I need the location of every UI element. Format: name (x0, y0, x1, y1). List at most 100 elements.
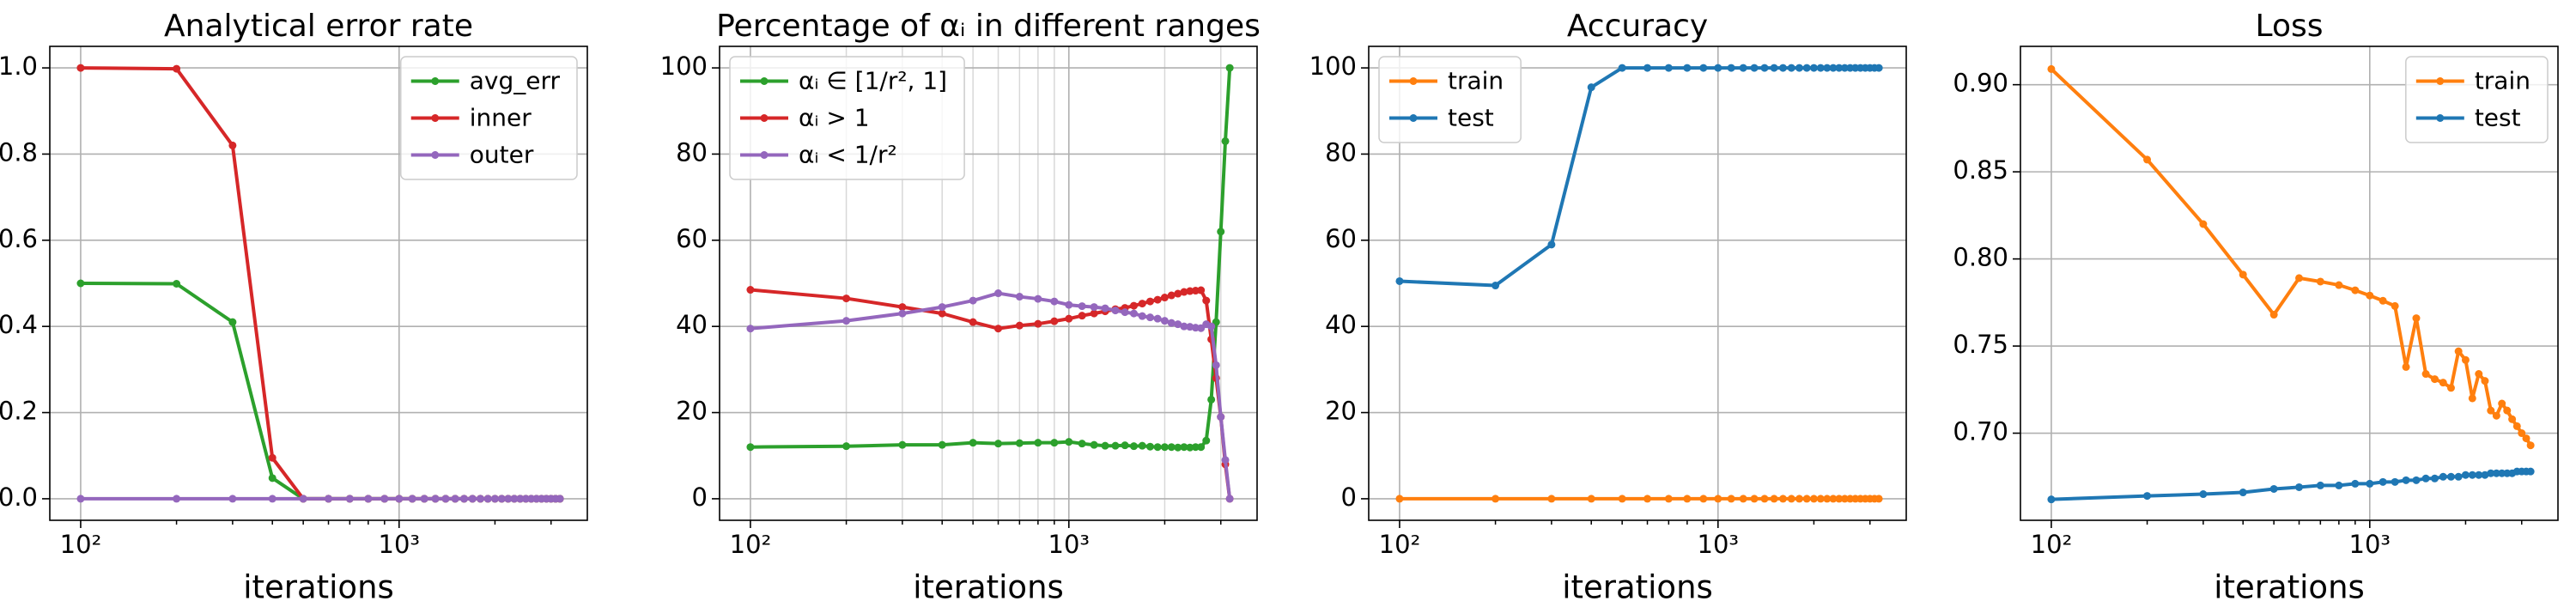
y-tick-label: 60 (676, 224, 708, 253)
point (1835, 64, 1844, 72)
point (497, 495, 506, 503)
point (2522, 434, 2530, 443)
point (556, 495, 564, 503)
point (2379, 296, 2387, 305)
point (441, 495, 450, 503)
point (1795, 64, 1803, 72)
point (1739, 495, 1747, 503)
point (1145, 297, 1154, 306)
y-tick-label: 1.0 (0, 52, 38, 81)
point (2269, 311, 2278, 319)
point (1835, 495, 1844, 503)
chart-title: Loss (2256, 9, 2324, 44)
point (1221, 137, 1230, 145)
series-line (80, 282, 561, 501)
point (2335, 281, 2343, 289)
point (325, 495, 333, 503)
point (1197, 286, 1206, 294)
point (2047, 64, 2056, 73)
point (1078, 302, 1086, 311)
point (1138, 441, 1146, 450)
y-tick-label: 60 (1325, 224, 1357, 253)
point (1787, 64, 1795, 72)
point (1129, 301, 1138, 310)
point (1492, 282, 1500, 290)
legend-marker (2436, 77, 2445, 85)
point (1874, 64, 1883, 72)
point (1802, 495, 1811, 503)
point (516, 495, 525, 503)
y-tick-label: 100 (660, 52, 708, 81)
point (2475, 470, 2483, 479)
point (2239, 489, 2247, 497)
point (2468, 470, 2476, 479)
point (2239, 270, 2247, 279)
legend: train test (1378, 56, 1522, 143)
point (1840, 495, 1849, 503)
legend: αᵢ ∈ [1/r², 1] αᵢ > 1 αᵢ < 1/r² (729, 56, 965, 180)
point (1221, 456, 1230, 464)
legend-marker (760, 77, 769, 85)
point (2492, 411, 2500, 420)
point (1015, 321, 1024, 330)
point (1015, 293, 1024, 301)
axes-frame (719, 46, 1258, 521)
point (504, 495, 513, 503)
point (1121, 441, 1129, 450)
point (2481, 470, 2489, 479)
legend-label: train (2475, 67, 2530, 95)
point (1145, 313, 1154, 322)
point (1778, 64, 1787, 72)
point (842, 317, 851, 325)
legend-label: αᵢ < 1/r² (799, 141, 897, 169)
point (1050, 439, 1059, 447)
y-tick-label: 0.8 (0, 137, 38, 167)
point (2421, 474, 2430, 483)
point (1050, 317, 1059, 325)
point (2421, 370, 2430, 379)
point (345, 495, 354, 503)
point (1186, 287, 1194, 295)
point (1015, 439, 1024, 447)
point (1090, 303, 1098, 312)
point (1823, 64, 1832, 72)
point (228, 141, 237, 149)
point (1547, 240, 1556, 249)
legend-marker (1409, 77, 1418, 85)
point (2335, 481, 2343, 489)
point (1395, 495, 1404, 503)
point (746, 325, 755, 333)
x-axis-label: iterations (243, 569, 394, 601)
legend-marker (431, 114, 440, 122)
point (1225, 64, 1234, 72)
point (1186, 323, 1194, 331)
point (2316, 481, 2324, 489)
point (1643, 495, 1652, 503)
point (969, 439, 977, 447)
legend-marker (431, 151, 440, 159)
point (2366, 291, 2374, 300)
point (2481, 377, 2489, 385)
y-tick-label: 80 (676, 137, 708, 167)
y-tick-label: 40 (676, 310, 708, 339)
point (1874, 495, 1883, 503)
point (268, 474, 276, 483)
point (1034, 439, 1042, 447)
point (1816, 64, 1825, 72)
point (1587, 495, 1595, 503)
point (1167, 319, 1176, 327)
point (1739, 64, 1747, 72)
point (1034, 319, 1042, 328)
point (1217, 228, 1225, 236)
point (2366, 479, 2374, 488)
legend: train test (2405, 56, 2549, 143)
y-tick-label: 0.70 (1953, 417, 2008, 446)
point (431, 495, 440, 503)
point (1547, 495, 1556, 503)
point (490, 495, 499, 503)
point (1202, 296, 1211, 305)
point (2199, 220, 2208, 228)
x-tick-label: 10² (1379, 530, 1421, 559)
point (521, 495, 530, 503)
